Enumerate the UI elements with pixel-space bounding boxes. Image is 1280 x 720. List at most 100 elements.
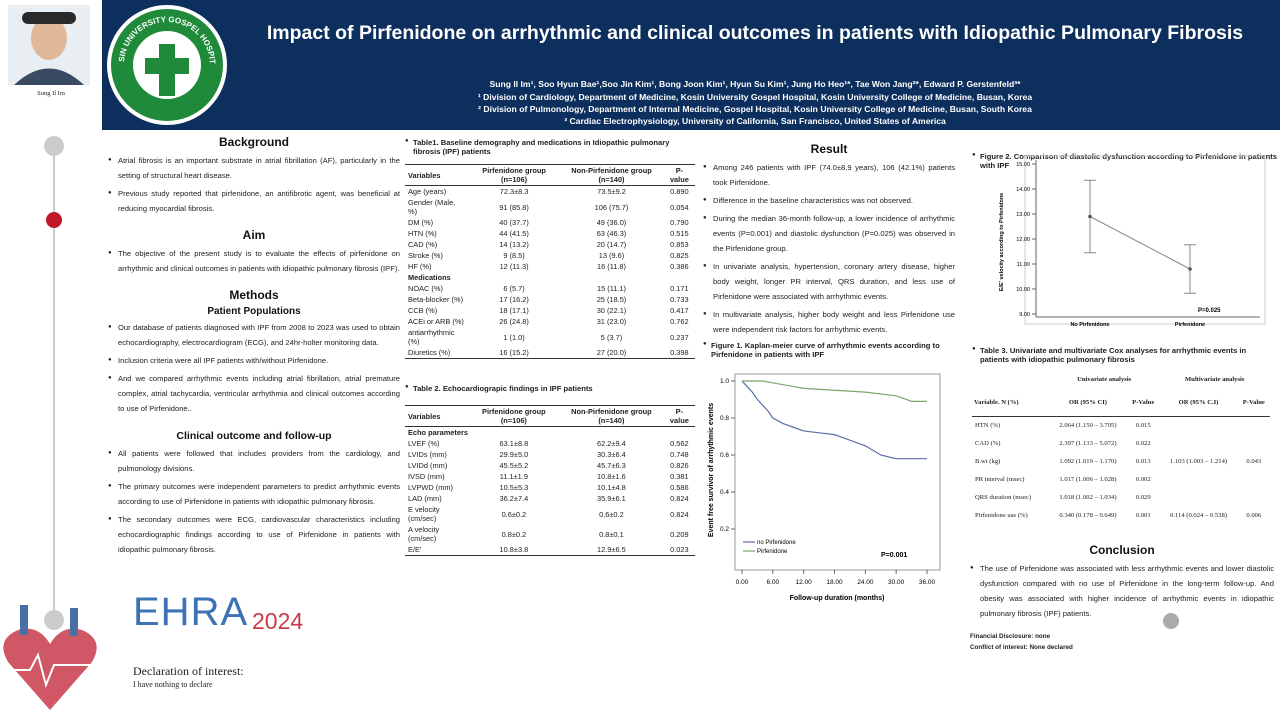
- subheading: Patient Populations: [207, 306, 301, 317]
- cell: 0.043: [1246, 458, 1262, 465]
- row: DM (%) 40 (37.7) 49 (36.0) 0.790: [405, 217, 695, 228]
- row: Echo parameters: [405, 427, 695, 439]
- cell: 0.386: [670, 262, 689, 271]
- header-cell: Variables: [408, 170, 441, 180]
- table2-block: Table 2. Echocardiograpic findings in IP…: [405, 384, 695, 556]
- cell: [972, 370, 1049, 389]
- cell: 1 (1.0): [503, 332, 525, 342]
- row: PR interval (msec) 1.017 (1.006 – 1.028) 0…: [972, 471, 1270, 489]
- authors: Sung Il Im¹, Soo Hyun Bae¹,Soo Jin Kim¹,…: [489, 79, 1021, 89]
- x-tick-label: 0.00: [736, 579, 749, 586]
- photo-caption: Sung Il Im: [37, 90, 65, 97]
- cell: Age (years): [408, 187, 447, 196]
- x-tick-label: 12.00: [796, 579, 813, 586]
- figure1: 0.00 6.00 12.00 18.00 24.00 30.00 36.00 0.2 0.4 0…: [708, 373, 941, 602]
- y-tick-label: 1.0: [720, 378, 729, 385]
- cell: 45.5±5.2: [499, 461, 529, 470]
- cell: 0.8±0.1: [599, 529, 624, 539]
- y-tick-label: 0.4: [720, 489, 729, 496]
- cell: LVIDd (mm): [408, 461, 448, 470]
- cell: 73.5±9.2: [597, 187, 626, 196]
- heading: Clinical outcome and follow-up: [176, 430, 332, 442]
- timeline: [44, 136, 64, 630]
- results: Result Among 246 patients with IPF (74.0…: [703, 142, 955, 340]
- table1: Variables Pirfenidone group (n=106) Non-Pi…: [405, 164, 695, 359]
- mean-point: [1088, 214, 1092, 219]
- cell: 29.9±5.0: [499, 450, 529, 459]
- cell: HTN (%): [408, 229, 437, 238]
- disclosure: Financial Disclosure: none Conflict of i…: [970, 631, 1073, 653]
- survival-line: [741, 380, 927, 460]
- section-cell: Echo parameters: [408, 428, 468, 437]
- row: LVPWD (mm) 10.5±5.3 10.1±4.8 0.586: [405, 482, 695, 493]
- y-tick-label: 14.00: [1016, 187, 1030, 193]
- y-axis-label: E/E' velocity according to Pirfenidone: [999, 193, 1005, 292]
- row: antiarrhythmic (%) 1 (1.0) 5 (3.7) 0.237: [405, 327, 695, 347]
- cell: HF (%): [408, 262, 432, 271]
- congress-year: 2024: [252, 608, 304, 634]
- cell: 0.6±0.2: [501, 509, 527, 519]
- cell: IVSD (mm): [408, 472, 445, 481]
- cell: 11.1±1.9: [499, 472, 528, 481]
- cell: 91 (85.8): [499, 202, 529, 212]
- header-cell: P-Value: [1132, 399, 1155, 406]
- ehra-heart: [3, 605, 97, 710]
- photo: [8, 5, 90, 85]
- congress: EHRA: [133, 590, 249, 634]
- bullets: All patients were followed that includes…: [108, 446, 400, 557]
- cell: PR interval (msec): [975, 476, 1025, 483]
- cell: 0.029: [1135, 494, 1151, 501]
- y-tick-label: 11.00: [1017, 262, 1030, 268]
- cell: Stroke (%): [408, 251, 443, 260]
- plot-frame: [1024, 155, 1266, 325]
- cell: 0.586: [670, 483, 689, 492]
- bullet: In univariate analysis, hypertension, co…: [703, 259, 955, 304]
- cell: [1159, 489, 1237, 507]
- survival-line: [742, 380, 927, 402]
- heading: Background: [218, 135, 289, 149]
- x-tick-label: 24.00: [857, 579, 874, 586]
- row: QRS duration (msec) 1.018 (1.002 – 1.034)…: [972, 489, 1270, 507]
- cell: 0.733: [670, 295, 689, 304]
- cell: 0.824: [670, 509, 689, 519]
- header-cell: Variable. N (%): [974, 399, 1019, 406]
- cell: 0.515: [670, 229, 689, 238]
- cell: [1238, 489, 1270, 507]
- cell: 45.7±6.3: [597, 461, 626, 470]
- cell: 0.8±0.2: [501, 529, 527, 539]
- cell: 5 (3.7): [600, 332, 623, 342]
- cell: 0.381: [670, 472, 689, 481]
- x-tick-label: 18.00: [826, 579, 843, 586]
- y-tick-label: 10.00: [1016, 287, 1030, 293]
- header-band: [102, 0, 1280, 130]
- row: Diuretics (%) 16 (15.2) 27 (20.0) 0.398: [405, 347, 695, 359]
- row: B.wt (kg) 1.092 (1.019 – 1.170) 0.013 1.103…: [972, 453, 1270, 471]
- cell: antiarrhythmic (%): [408, 328, 455, 346]
- annotation: P=0.025: [1198, 308, 1221, 314]
- affiliation: ² Division of Pulmonology, Department of…: [478, 104, 1032, 114]
- cell: [1159, 471, 1237, 489]
- table3-block: Table 3. Univariate and multivariate Cox…: [972, 346, 1270, 525]
- x-tick-label: Pirfenidone: [1175, 322, 1205, 328]
- cell: QRS duration (msec): [975, 494, 1032, 501]
- bullet: Inclusion criteria were all IPF patients…: [108, 353, 400, 368]
- bullets: Among 246 patients with IPF (74.0±8.9 ye…: [703, 160, 955, 337]
- table1-block: Table1. Baseline demography and medicati…: [405, 138, 695, 359]
- cell: 0.6±0.2: [599, 509, 624, 519]
- y-tick-label: 0.8: [720, 415, 729, 422]
- cell: 0.340 (0.178 – 0.649): [1059, 512, 1117, 519]
- cell: 2.397 (1.133 – 5.072): [1059, 440, 1117, 447]
- cell: Gender (Male, %): [408, 198, 456, 216]
- y-tick-label: 13.00: [1016, 212, 1030, 218]
- cell: 17 (16.2): [499, 295, 529, 304]
- cell: 106 (75.7): [594, 202, 629, 212]
- header-row: Variables Pirfenidone group (n=106) Non-Pi…: [405, 405, 695, 427]
- group-row: Univariate analysis Multivariate analysis: [972, 370, 1270, 389]
- cell: 0.237: [670, 332, 689, 342]
- header-cell: Non-Pirfenidone group (n=140): [571, 166, 652, 184]
- cell: 1.018 (1.002 – 1.034): [1059, 494, 1117, 501]
- cell: 16 (15.2): [499, 348, 529, 357]
- row: HTN (%) 44 (41.5) 63 (46.3) 0.515: [405, 228, 695, 239]
- row: LAD (mm) 36.2±7.4 35.9±6.1 0.824: [405, 493, 695, 504]
- y-tick-label: 0.2: [720, 526, 729, 533]
